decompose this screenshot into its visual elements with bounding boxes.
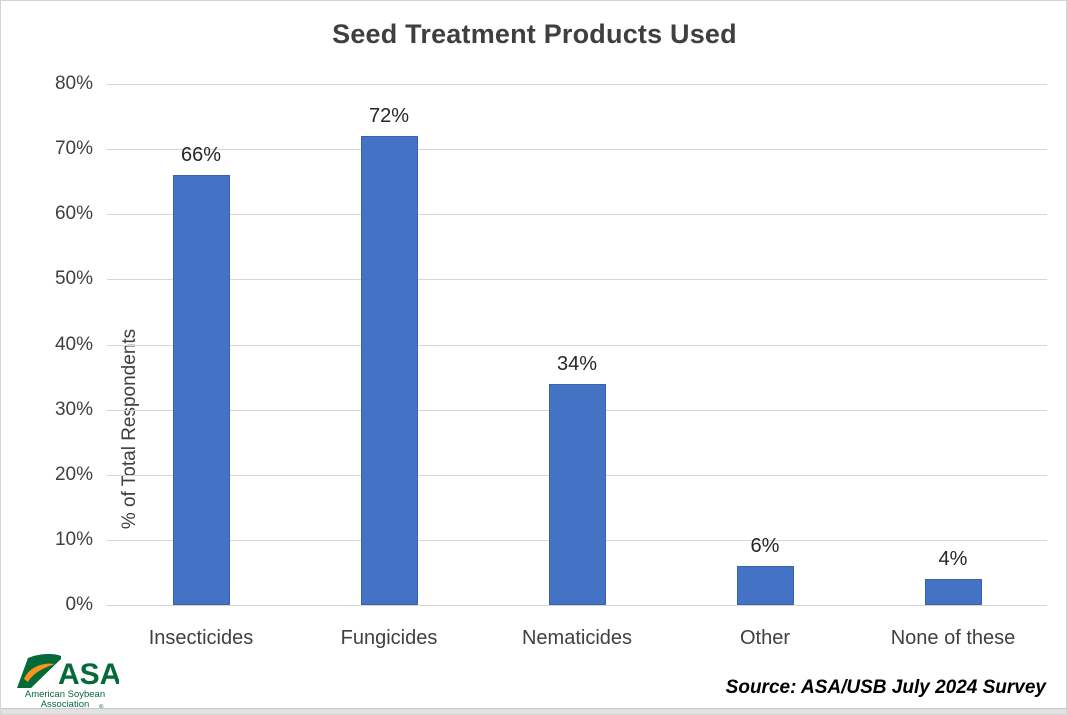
asa-logo: ASA American Soybean Association ® <box>15 652 121 711</box>
gridline <box>107 84 1047 85</box>
plot-area: % of Total Respondents <box>107 84 1047 606</box>
x-category-label: Other <box>739 627 791 649</box>
y-tick-label: 20% <box>54 463 93 485</box>
y-tick-label: 80% <box>54 73 93 94</box>
y-tick-label: 30% <box>54 398 93 420</box>
bar-data-label: 4% <box>938 547 968 570</box>
gridline <box>107 149 1047 151</box>
bar-data-label: 66% <box>180 144 222 167</box>
logo-line1: American Soybean <box>25 689 105 700</box>
x-category-label: Insecticides <box>148 627 254 649</box>
bar <box>736 565 794 605</box>
logo-leaf-icon <box>24 663 55 682</box>
y-tick-label: 50% <box>54 268 93 290</box>
y-tick-label: 0% <box>65 594 93 615</box>
bar-data-label: 72% <box>368 105 410 128</box>
chart-title: Seed Treatment Products Used <box>332 19 737 49</box>
bar <box>172 175 230 605</box>
logo-acronym: ASA <box>58 658 119 691</box>
y-tick-label: 70% <box>54 138 93 160</box>
bar-data-label: 6% <box>750 534 780 557</box>
bottom-strip <box>1 708 1066 714</box>
y-tick-label: 10% <box>54 528 93 550</box>
gridline <box>107 279 1047 281</box>
asa-logo-graphic: ASA American Soybean Association ® <box>17 653 121 711</box>
y-tick-label: 60% <box>54 203 93 225</box>
logo-line2: Association <box>41 699 90 710</box>
gridline <box>107 214 1047 216</box>
x-category-label: Nematicides <box>521 627 633 649</box>
bar <box>924 578 982 605</box>
y-tick-label: 40% <box>54 333 93 355</box>
bar-data-label: 34% <box>556 352 598 375</box>
y-axis-title: % of Total Respondents <box>119 328 140 530</box>
bar <box>548 383 606 605</box>
x-category-label: Fungicides <box>340 627 438 649</box>
logo-registered-mark: ® <box>99 704 104 710</box>
gridline <box>107 605 1047 606</box>
bar <box>360 136 418 605</box>
x-category-label: None of these <box>890 627 1016 649</box>
source-caption: Source: ASA/USB July 2024 Survey <box>725 677 1046 698</box>
gridline <box>107 344 1047 346</box>
